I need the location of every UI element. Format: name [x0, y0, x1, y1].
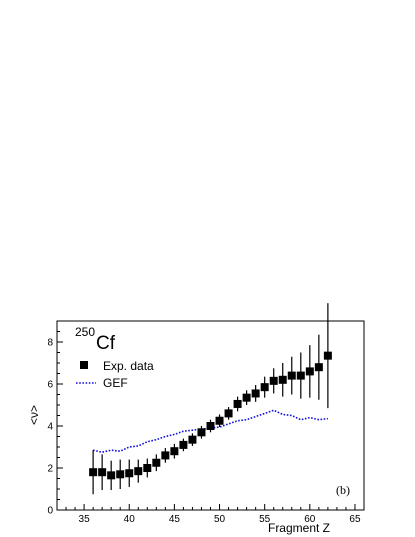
- x-tick-label: 60: [304, 514, 316, 525]
- y-tick-label: 8: [47, 338, 53, 349]
- axis-ticks: [56, 320, 365, 511]
- exp-data-point: [161, 451, 170, 460]
- exp-data-points: [89, 303, 332, 495]
- x-tick-labels: 35 40 45 50 55 60 65: [79, 514, 361, 525]
- exp-data-point: [305, 367, 314, 376]
- exp-data-point: [98, 468, 107, 477]
- exp-data-point: [170, 447, 179, 456]
- exp-data-point: [134, 467, 143, 476]
- nuclide-symbol: Cf: [96, 333, 116, 354]
- exp-data-point: [143, 464, 152, 472]
- exp-data-point: [116, 470, 125, 479]
- exp-data-point: [188, 435, 197, 444]
- exp-data-point: [287, 371, 296, 380]
- x-tick-label: 45: [169, 514, 181, 525]
- exp-data-point: [269, 376, 278, 385]
- exp-data-point: [224, 409, 233, 418]
- panel-label: (b): [336, 483, 350, 497]
- legend-gef-label: GEF: [103, 376, 128, 390]
- nuclide-mass-number: 250: [75, 325, 95, 339]
- exp-data-point: [179, 440, 188, 449]
- y-tick-label: 4: [47, 422, 53, 433]
- x-tick-label: 40: [124, 514, 136, 525]
- exp-data-point: [215, 416, 224, 425]
- legend: Exp. data GEF: [76, 359, 154, 390]
- exp-data-point: [314, 363, 323, 372]
- exp-data-point: [251, 389, 260, 398]
- exp-data-point: [296, 371, 305, 380]
- x-tick-label: 65: [349, 514, 361, 525]
- exp-data-point: [278, 375, 287, 384]
- y-tick-label: 2: [47, 464, 53, 475]
- x-tick-label: 35: [79, 514, 91, 525]
- y-axis-title: <ν>: [27, 405, 41, 425]
- x-axis-title: Fragment Z: [268, 521, 330, 535]
- exp-data-point: [107, 471, 116, 480]
- x-tick-label: 50: [214, 514, 226, 525]
- x-tick-label: 55: [259, 514, 271, 525]
- exp-data-point: [206, 422, 215, 430]
- exp-data-point: [242, 393, 251, 402]
- exp-data-point: [89, 468, 98, 477]
- exp-data-point: [323, 351, 332, 360]
- exp-data-point: [197, 428, 206, 437]
- y-tick-label: 6: [47, 380, 53, 391]
- exp-data-point: [152, 458, 161, 467]
- y-tick-labels: 0 2 4 6 8: [47, 338, 53, 517]
- exp-data-point: [260, 383, 269, 392]
- exp-data-point: [125, 469, 134, 478]
- legend-exp-label: Exp. data: [103, 359, 154, 373]
- y-tick-label: 0: [47, 506, 53, 517]
- exp-data-point: [233, 399, 242, 408]
- legend-exp-marker: [80, 361, 88, 369]
